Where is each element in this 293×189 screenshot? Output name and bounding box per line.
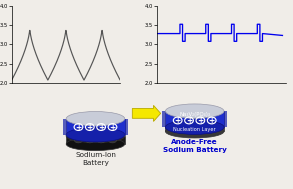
Ellipse shape xyxy=(86,137,94,143)
Text: +: + xyxy=(175,116,181,125)
Polygon shape xyxy=(66,135,125,136)
Text: Nucleation Layer: Nucleation Layer xyxy=(173,127,216,132)
Ellipse shape xyxy=(97,137,105,143)
Ellipse shape xyxy=(66,129,125,143)
Ellipse shape xyxy=(74,137,83,143)
Ellipse shape xyxy=(108,137,117,143)
Ellipse shape xyxy=(66,137,125,151)
Text: +: + xyxy=(98,122,104,132)
Polygon shape xyxy=(66,119,125,135)
Text: +: + xyxy=(75,122,81,132)
Ellipse shape xyxy=(66,128,125,142)
Polygon shape xyxy=(162,111,166,127)
Polygon shape xyxy=(125,119,128,135)
Text: +: + xyxy=(197,116,204,125)
Text: +: + xyxy=(87,122,93,132)
Text: +: + xyxy=(186,116,192,125)
Text: Sodium-Ion
Battery: Sodium-Ion Battery xyxy=(75,152,116,166)
Ellipse shape xyxy=(66,129,125,140)
FancyArrow shape xyxy=(132,105,161,121)
Ellipse shape xyxy=(166,121,224,134)
Polygon shape xyxy=(224,111,227,127)
Text: +: + xyxy=(109,122,116,132)
Ellipse shape xyxy=(166,125,224,138)
Polygon shape xyxy=(66,136,125,144)
Text: Na₃V₂(PO₄)₃: Na₃V₂(PO₄)₃ xyxy=(179,112,210,117)
Text: Anode-Free
Sodium Battery: Anode-Free Sodium Battery xyxy=(163,139,226,153)
Polygon shape xyxy=(63,119,66,135)
Text: +: + xyxy=(209,116,215,125)
Ellipse shape xyxy=(166,120,224,134)
Polygon shape xyxy=(166,111,224,127)
Ellipse shape xyxy=(166,104,224,118)
Ellipse shape xyxy=(66,112,125,126)
Polygon shape xyxy=(166,127,224,131)
